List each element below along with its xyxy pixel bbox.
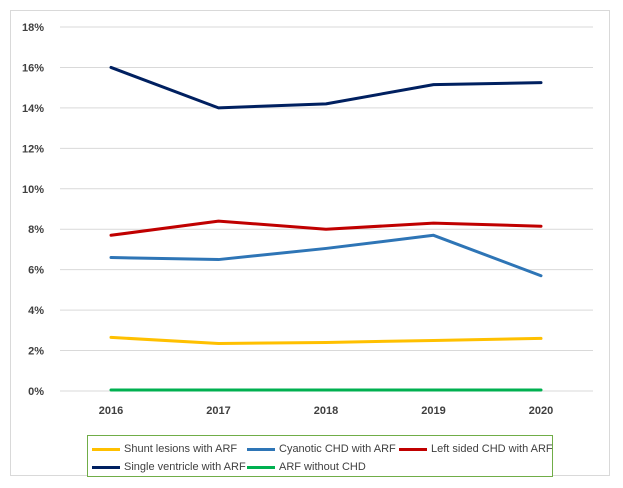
series-line [109, 65, 543, 110]
y-tick-label: 12% [22, 143, 44, 155]
x-tick-label: 2017 [206, 405, 230, 417]
legend-swatch [399, 447, 427, 451]
legend-item: Shunt lesions with ARF [92, 442, 237, 456]
y-tick-label: 8% [28, 224, 44, 236]
chart-area: 0% 2% 4% 6% 8% 10% 12% 14% 16% 18% 2016 2017 2018 20… [10, 10, 610, 477]
series-line [109, 233, 543, 278]
legend-swatch [92, 465, 120, 469]
legend: Shunt lesions with ARF Cyanotic CHD with… [87, 435, 553, 477]
legend-swatch [247, 447, 275, 451]
legend-swatch [92, 447, 120, 451]
legend-item: Single ventricle with ARF [92, 460, 246, 474]
series-line [109, 335, 543, 345]
x-tick-label: 2016 [99, 405, 123, 417]
legend-item: ARF without CHD [247, 460, 366, 474]
y-tick-label: 6% [28, 265, 44, 277]
y-tick-label: 4% [28, 305, 44, 317]
legend-swatch [247, 465, 275, 469]
y-tick-label: 14% [22, 103, 44, 115]
legend-label: Cyanotic CHD with ARF [279, 443, 396, 455]
legend-label: Left sided CHD with ARF [431, 443, 553, 455]
x-tick-label: 2020 [529, 405, 553, 417]
y-tick-label: 2% [28, 346, 44, 358]
legend-item: Left sided CHD with ARF [399, 442, 553, 456]
y-tick-label: 16% [22, 62, 44, 74]
y-axis-tick-labels: 0% 2% 4% 6% 8% 10% 12% 14% 16% 18% [22, 22, 44, 398]
legend-label: Single ventricle with ARF [124, 461, 246, 473]
legend-label: ARF without CHD [279, 461, 366, 473]
y-tick-label: 10% [22, 184, 44, 196]
y-tick-label: 0% [28, 386, 44, 398]
legend-item: Cyanotic CHD with ARF [247, 442, 396, 456]
x-tick-label: 2018 [314, 405, 338, 417]
line-chart: 0%2%4%6%8%10%12%14%16%18% 2016 2017 2018 20… [22, 22, 593, 417]
series-lines [109, 65, 543, 392]
x-tick-label: 2019 [421, 405, 445, 417]
y-tick-label: 18% [22, 22, 44, 34]
series-line [109, 219, 543, 237]
gridlines [60, 26, 593, 392]
x-axis-tick-labels: 2016 2017 2018 2019 2020 [99, 405, 553, 417]
legend-label: Shunt lesions with ARF [124, 443, 238, 455]
